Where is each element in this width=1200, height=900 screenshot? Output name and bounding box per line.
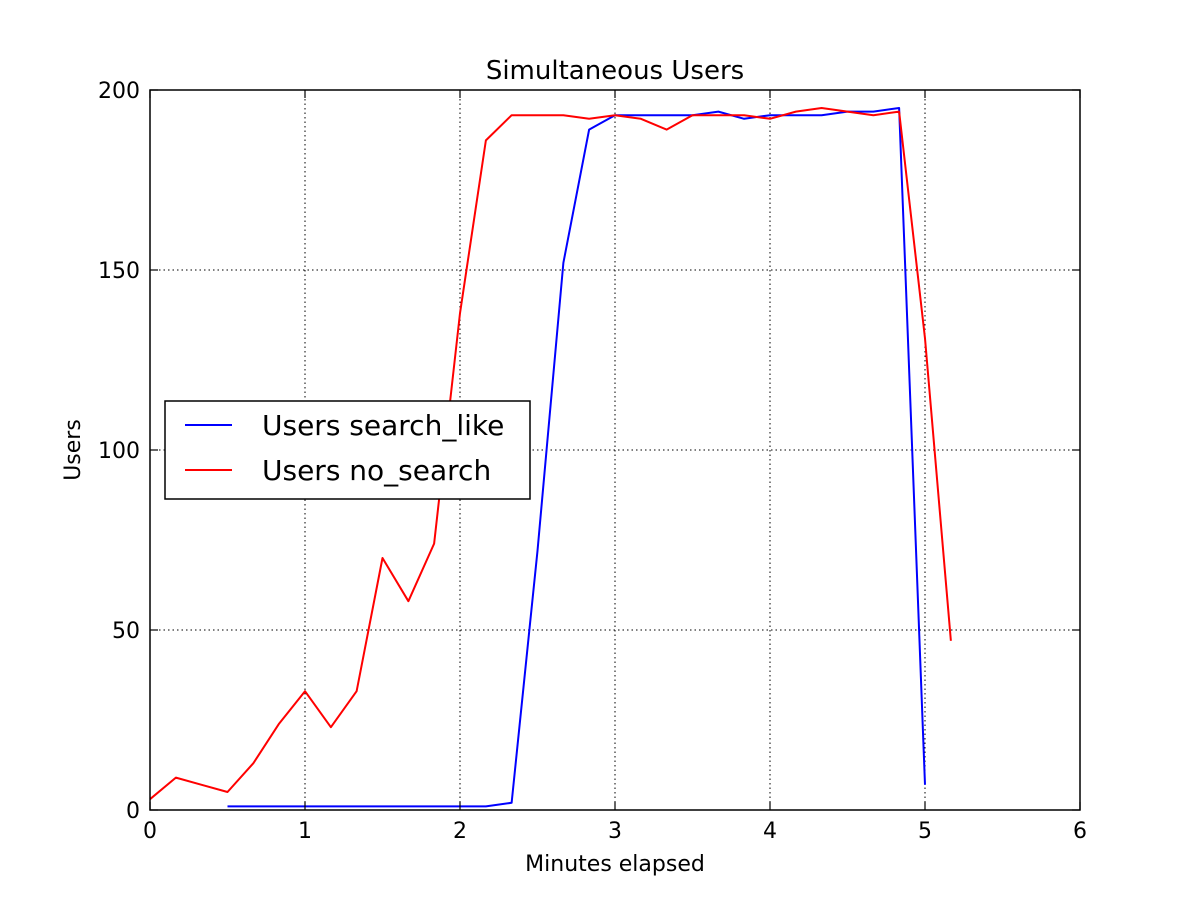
axis-ticks xyxy=(149,89,1081,811)
x-tick-label: 6 xyxy=(1073,819,1087,844)
y-axis-label: Users xyxy=(61,419,86,481)
legend-frame xyxy=(164,400,531,500)
x-tick-label: 2 xyxy=(453,819,467,844)
legend-label-search-like: Users search_like xyxy=(262,409,504,442)
x-tick-label: 4 xyxy=(763,819,777,844)
legend: Users search_like Users no_search xyxy=(164,400,531,500)
x-axis-label: Minutes elapsed xyxy=(525,852,705,877)
series-line-1 xyxy=(149,107,952,800)
x-tick-label: 5 xyxy=(918,819,932,844)
x-tick-label: 3 xyxy=(608,819,622,844)
legend-label-no-search: Users no_search xyxy=(262,454,491,487)
y-tick-label: 50 xyxy=(112,619,140,644)
x-tick-label: 1 xyxy=(298,819,312,844)
y-tick-labels: 0 50 100 150 200 xyxy=(98,79,140,824)
y-tick-label: 0 xyxy=(126,799,140,824)
y-tick-label: 150 xyxy=(98,259,140,284)
series-line-0 xyxy=(227,107,926,808)
y-tick-label: 200 xyxy=(98,79,140,104)
series-lines xyxy=(149,107,952,808)
chart-title: Simultaneous Users xyxy=(486,56,744,86)
x-tick-labels: 0 1 2 3 4 5 6 xyxy=(143,819,1087,844)
y-tick-label: 100 xyxy=(98,439,140,464)
x-tick-label: 0 xyxy=(143,819,157,844)
